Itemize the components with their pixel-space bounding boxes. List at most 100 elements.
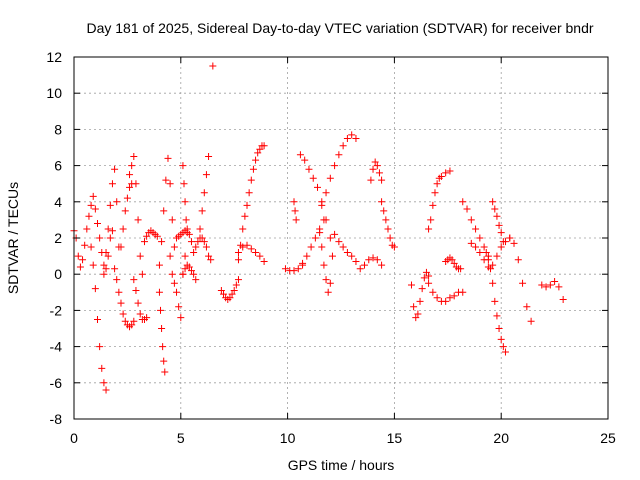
data-point xyxy=(416,297,424,305)
data-point xyxy=(108,227,116,235)
data-point xyxy=(76,263,84,271)
data-point xyxy=(136,252,144,260)
y-tick-label: 6 xyxy=(54,158,62,174)
data-point xyxy=(260,258,268,266)
data-point xyxy=(459,288,467,296)
data-point xyxy=(412,314,420,322)
tick-labels: 0 5 10 15 20 25 -8 -6 -4 -2 0 2 4 6 8 10 12 xyxy=(46,49,616,446)
data-point xyxy=(305,165,313,173)
data-point xyxy=(202,243,210,251)
data-point xyxy=(104,252,112,260)
x-tick-label: 5 xyxy=(177,430,185,446)
y-tick-label: 8 xyxy=(54,121,62,137)
data-point xyxy=(181,252,189,260)
data-point xyxy=(322,189,330,197)
data-point xyxy=(93,220,101,228)
data-point xyxy=(467,216,475,224)
data-point xyxy=(177,314,185,322)
data-point xyxy=(106,234,114,242)
data-point xyxy=(196,225,204,233)
data-point xyxy=(555,283,563,291)
series-s13 xyxy=(173,227,198,256)
data-point xyxy=(166,252,174,260)
data-point xyxy=(457,265,465,273)
data-point xyxy=(126,171,134,179)
data-point xyxy=(87,201,95,209)
data-point xyxy=(429,288,437,296)
series-s9 xyxy=(140,227,161,246)
data-point xyxy=(247,245,255,253)
data-point xyxy=(234,248,242,256)
data-point xyxy=(128,162,136,170)
data-point xyxy=(326,279,334,287)
data-point xyxy=(326,234,334,242)
data-point xyxy=(442,297,450,305)
data-point xyxy=(369,165,377,173)
data-point xyxy=(100,270,108,278)
y-tick-label: -4 xyxy=(50,339,63,355)
data-point xyxy=(220,290,228,298)
data-point xyxy=(497,229,505,237)
data-point xyxy=(386,234,394,242)
data-point xyxy=(420,274,428,282)
data-point xyxy=(200,189,208,197)
data-point xyxy=(170,279,178,287)
data-point xyxy=(476,234,484,242)
series-s41 xyxy=(538,277,567,304)
data-point xyxy=(170,243,178,251)
data-point xyxy=(523,303,531,311)
data-point xyxy=(429,201,437,209)
data-point xyxy=(159,343,167,351)
series-s18 xyxy=(209,62,217,70)
data-point xyxy=(382,216,390,224)
data-point xyxy=(493,252,501,260)
data-point xyxy=(519,279,527,287)
series-s2 xyxy=(87,243,110,394)
x-axis-label: GPS time / hours xyxy=(288,457,395,473)
data-point xyxy=(493,212,501,220)
data-point xyxy=(249,165,257,173)
data-point xyxy=(343,248,351,256)
data-point xyxy=(87,243,95,251)
data-point xyxy=(422,268,430,276)
data-point xyxy=(546,281,554,289)
data-point xyxy=(98,364,106,372)
data-point xyxy=(365,256,373,264)
data-point xyxy=(117,299,125,307)
data-point xyxy=(373,162,381,170)
data-point xyxy=(472,243,480,251)
data-point xyxy=(425,272,433,280)
y-tick-label: 12 xyxy=(46,49,62,65)
data-point xyxy=(168,216,176,224)
data-point xyxy=(378,176,386,184)
data-point xyxy=(442,169,450,177)
data-point xyxy=(318,243,326,251)
series-s12 xyxy=(166,252,189,322)
data-point xyxy=(155,288,163,296)
data-point xyxy=(352,134,360,142)
data-point xyxy=(126,183,134,191)
data-point xyxy=(194,238,202,246)
data-point xyxy=(104,225,112,233)
series-s21 xyxy=(234,241,268,266)
x-tick-label: 0 xyxy=(70,430,78,446)
data-point xyxy=(234,276,242,284)
y-tick-label: 2 xyxy=(54,230,62,246)
data-point xyxy=(230,286,238,294)
data-point xyxy=(185,230,193,238)
data-point xyxy=(183,225,191,233)
data-point xyxy=(431,189,439,197)
series-s8 xyxy=(130,276,151,323)
data-point xyxy=(100,261,108,269)
data-point xyxy=(331,162,339,170)
data-point xyxy=(252,156,260,164)
data-point xyxy=(309,174,317,182)
data-point xyxy=(134,299,142,307)
data-point xyxy=(380,207,388,215)
data-point xyxy=(85,212,93,220)
x-tick-label: 20 xyxy=(493,430,509,446)
data-point xyxy=(467,239,475,247)
data-point xyxy=(322,216,330,224)
series-s4 xyxy=(100,165,123,278)
